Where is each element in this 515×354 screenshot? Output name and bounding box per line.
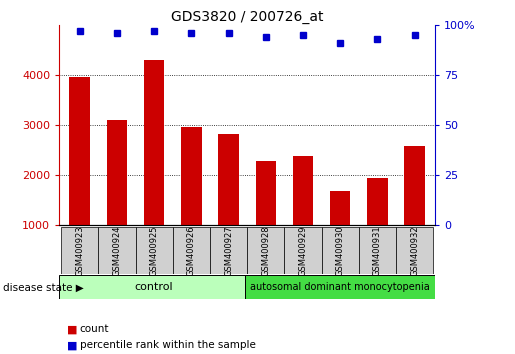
Bar — [107, 120, 127, 225]
Bar — [173, 227, 210, 274]
Bar — [293, 156, 313, 225]
Text: percentile rank within the sample: percentile rank within the sample — [80, 340, 256, 350]
Text: GSM400924: GSM400924 — [112, 225, 122, 276]
Bar — [284, 227, 322, 274]
Text: ■: ■ — [67, 324, 77, 334]
Text: GSM400932: GSM400932 — [410, 225, 419, 276]
Text: control: control — [135, 282, 174, 292]
Bar — [404, 146, 425, 225]
Text: GSM400925: GSM400925 — [150, 225, 159, 276]
Text: ■: ■ — [67, 340, 77, 350]
Text: autosomal dominant monocytopenia: autosomal dominant monocytopenia — [250, 282, 430, 292]
Bar — [255, 161, 276, 225]
Bar — [61, 227, 98, 274]
Text: GSM400928: GSM400928 — [261, 225, 270, 276]
Bar — [359, 227, 396, 274]
Text: count: count — [80, 324, 109, 334]
Bar — [70, 77, 90, 225]
Bar — [144, 60, 164, 225]
Text: disease state ▶: disease state ▶ — [3, 282, 83, 292]
Text: GSM400930: GSM400930 — [336, 225, 345, 276]
Bar — [330, 191, 351, 225]
Title: GDS3820 / 200726_at: GDS3820 / 200726_at — [171, 10, 323, 24]
Bar — [210, 227, 247, 274]
Text: GSM400929: GSM400929 — [299, 225, 307, 276]
Text: GSM400926: GSM400926 — [187, 225, 196, 276]
Bar — [247, 227, 284, 274]
Bar — [135, 227, 173, 274]
Bar — [218, 134, 239, 225]
Bar — [367, 178, 388, 225]
Bar — [59, 275, 245, 299]
Text: GSM400931: GSM400931 — [373, 225, 382, 276]
Bar — [98, 227, 135, 274]
Bar — [181, 127, 201, 225]
Bar — [322, 227, 359, 274]
Text: GSM400923: GSM400923 — [75, 225, 84, 276]
Text: GSM400927: GSM400927 — [224, 225, 233, 276]
Bar — [396, 227, 433, 274]
Bar — [245, 275, 435, 299]
